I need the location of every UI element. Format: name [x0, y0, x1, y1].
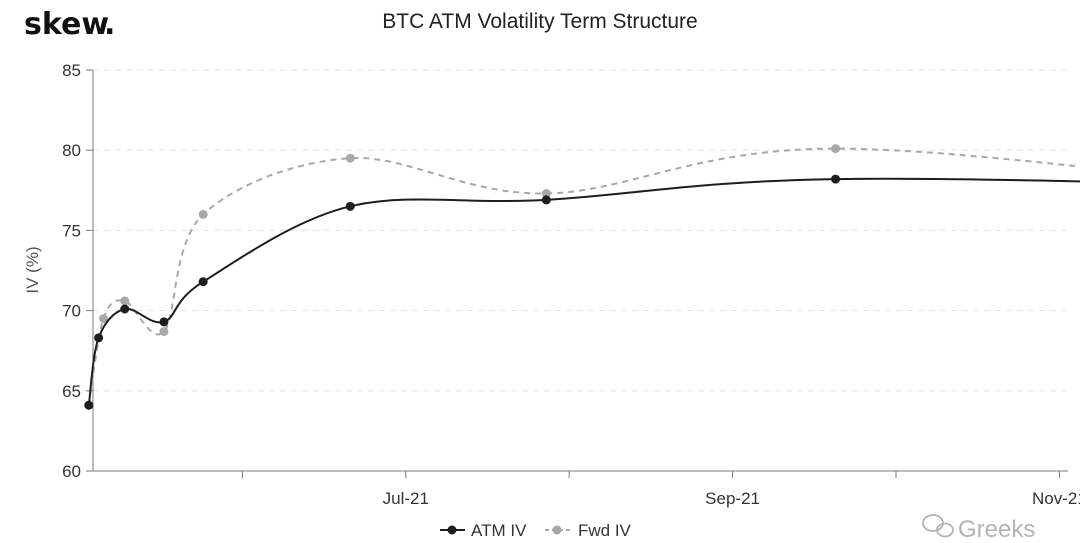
legend-label-fwd: Fwd IV: [578, 521, 632, 540]
series-line-atm-iv: [87, 177, 1080, 406]
y-tick-label-60: 60: [62, 462, 81, 481]
y-tick-label-65: 65: [62, 382, 81, 401]
legend-label-atm: ATM IV: [471, 521, 527, 540]
watermark: Greeks: [922, 514, 1035, 543]
skew-logo: skew .: [24, 7, 115, 42]
data-point-atm-iv-5[interactable]: [345, 201, 355, 211]
y-tick-label-85: 85: [62, 61, 81, 80]
series: [84, 144, 1080, 410]
y-tick-label-75: 75: [62, 221, 81, 240]
legend-item-fwd-iv[interactable]: Fwd IV: [545, 521, 632, 540]
gridlines: [93, 69, 1068, 392]
logo-text: skew: [24, 7, 109, 42]
data-point-fwd-iv-4[interactable]: [198, 209, 208, 219]
data-point-fwd-iv-3[interactable]: [159, 326, 169, 336]
data-point-atm-iv-2[interactable]: [120, 304, 130, 314]
legend-marker-fwd: [552, 525, 562, 535]
y-tick-labels: 60 65 70 75 80 85: [62, 61, 81, 481]
legend[interactable]: ATM IV Fwd IV: [440, 521, 632, 540]
watermark-text: Greeks: [958, 516, 1035, 543]
y-tick-label-70: 70: [62, 302, 81, 321]
data-point-atm-iv-0[interactable]: [84, 400, 94, 410]
x-tick-label-sep-21: Sep-21: [705, 489, 760, 508]
data-point-atm-iv-7[interactable]: [831, 174, 841, 184]
wechat-icon: [922, 514, 954, 538]
legend-item-atm-iv[interactable]: ATM IV: [440, 521, 527, 540]
series-line-fwd-iv: [87, 147, 1080, 406]
data-point-atm-iv-6[interactable]: [541, 195, 551, 205]
data-point-fwd-iv-5[interactable]: [345, 153, 355, 163]
data-point-fwd-iv-1[interactable]: [99, 314, 109, 324]
series-atm-iv: [84, 174, 1080, 410]
data-point-atm-iv-1[interactable]: [94, 333, 104, 343]
data-point-fwd-iv-7[interactable]: [831, 144, 841, 154]
chart-title: BTC ATM Volatility Term Structure: [382, 10, 697, 33]
data-point-fwd-iv-2[interactable]: [120, 296, 130, 306]
data-point-atm-iv-3[interactable]: [159, 317, 169, 327]
data-point-atm-iv-4[interactable]: [198, 277, 208, 287]
series-fwd-iv: [84, 144, 1080, 410]
axes: [86, 69, 1068, 478]
y-tick-label-80: 80: [62, 141, 81, 160]
legend-marker-atm: [447, 525, 457, 535]
x-tick-label-nov-21: Nov-21: [1032, 489, 1080, 508]
y-axis-label: IV (%): [23, 246, 42, 293]
logo-dot: .: [104, 7, 115, 42]
x-tick-label-jul-21: Jul-21: [383, 489, 429, 508]
data-point-fwd-iv-6[interactable]: [541, 189, 551, 199]
